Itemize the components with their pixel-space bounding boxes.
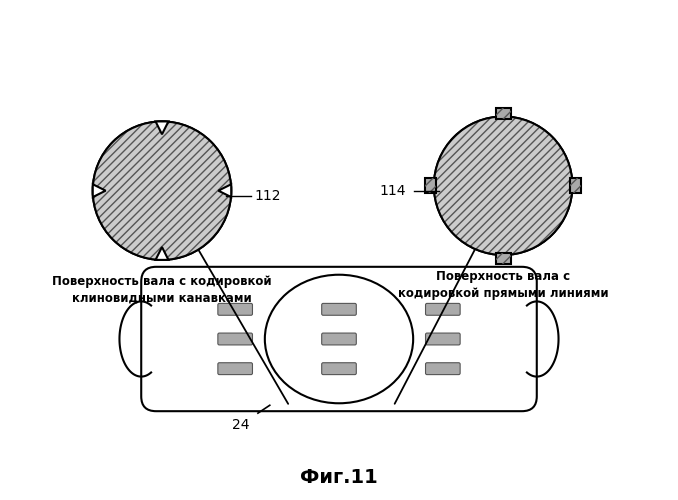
FancyBboxPatch shape — [218, 333, 252, 345]
Polygon shape — [425, 178, 436, 193]
FancyBboxPatch shape — [426, 333, 460, 345]
Polygon shape — [496, 108, 511, 118]
Polygon shape — [218, 184, 231, 197]
Text: 114: 114 — [380, 184, 406, 198]
Text: 24: 24 — [233, 418, 250, 432]
Polygon shape — [155, 122, 168, 134]
Text: Поверхность вала с
кодировкой прямыми линиями: Поверхность вала с кодировкой прямыми ли… — [398, 270, 608, 300]
FancyBboxPatch shape — [218, 304, 252, 316]
Polygon shape — [93, 184, 106, 197]
FancyBboxPatch shape — [141, 267, 537, 411]
Circle shape — [434, 116, 572, 255]
Circle shape — [93, 122, 231, 260]
Polygon shape — [570, 178, 581, 193]
Text: 112: 112 — [254, 188, 281, 202]
FancyBboxPatch shape — [321, 362, 357, 374]
Text: Фиг.11: Фиг.11 — [300, 468, 378, 487]
Text: Поверхность вала с кодировкой
клиновидными канавками: Поверхность вала с кодировкой клиновидны… — [52, 274, 272, 304]
Circle shape — [93, 122, 231, 260]
FancyBboxPatch shape — [218, 362, 252, 374]
Polygon shape — [496, 253, 511, 264]
FancyBboxPatch shape — [426, 362, 460, 374]
FancyBboxPatch shape — [426, 304, 460, 316]
Polygon shape — [155, 247, 168, 260]
Circle shape — [434, 116, 572, 255]
FancyBboxPatch shape — [321, 333, 357, 345]
FancyBboxPatch shape — [321, 304, 357, 316]
